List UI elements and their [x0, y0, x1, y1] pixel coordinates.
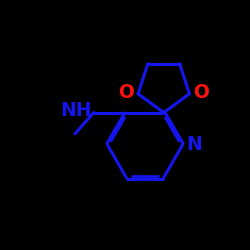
Text: O: O	[193, 83, 209, 102]
Text: O: O	[118, 83, 134, 102]
Text: N: N	[186, 136, 202, 154]
Text: NH: NH	[60, 101, 92, 120]
